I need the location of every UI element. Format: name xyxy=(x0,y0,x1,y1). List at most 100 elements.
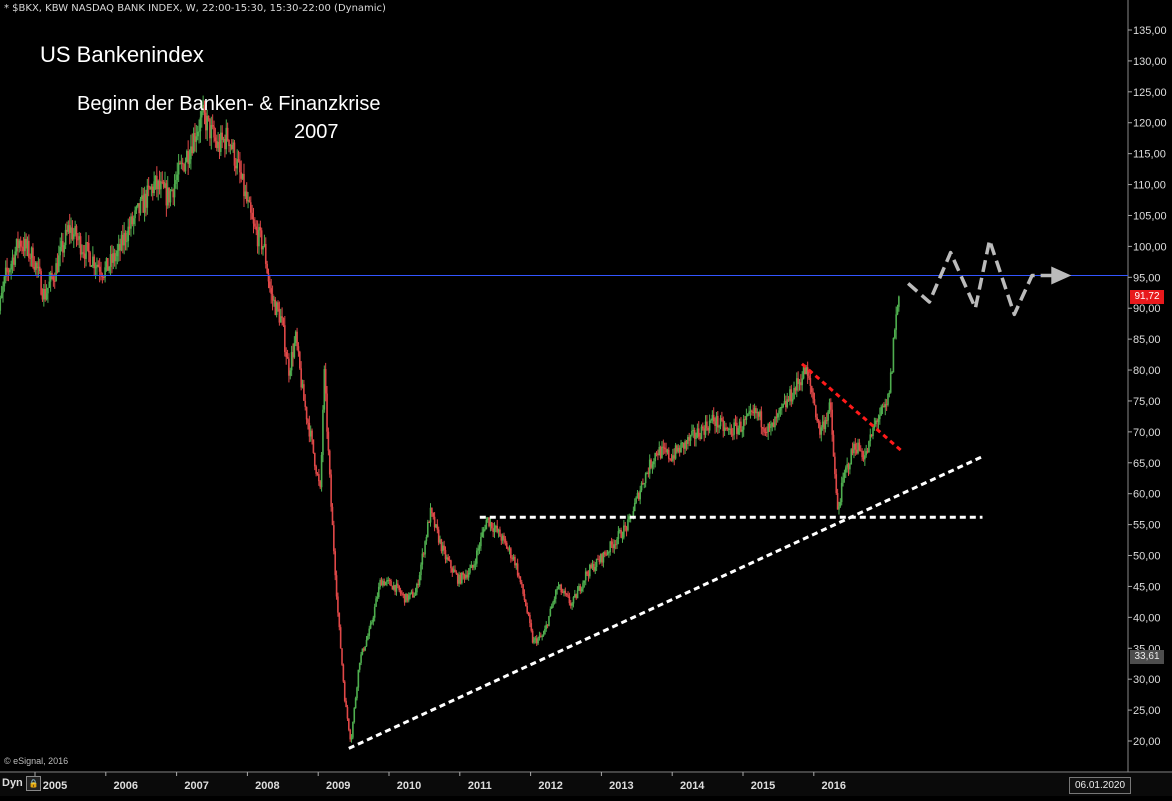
candle-body xyxy=(896,306,899,315)
candle-body xyxy=(386,580,388,583)
candle-body xyxy=(678,447,681,453)
candle-body xyxy=(123,232,125,246)
candle-body xyxy=(339,627,342,649)
candle-body xyxy=(669,458,671,460)
candle-body xyxy=(139,198,142,214)
candle-body xyxy=(767,423,769,433)
candle-body xyxy=(237,159,240,162)
candle-body xyxy=(207,115,210,119)
candle-body xyxy=(854,443,857,450)
candle-body xyxy=(674,445,677,459)
candle-body xyxy=(79,236,82,255)
candle-body xyxy=(746,414,749,416)
x-tick-label: 2016 xyxy=(822,780,846,792)
candle-body xyxy=(66,229,68,232)
candle-body xyxy=(576,590,579,599)
candle-body xyxy=(327,431,330,451)
candle-body xyxy=(296,331,298,347)
candle-body xyxy=(284,325,286,353)
candle-body xyxy=(343,681,346,701)
candle-body xyxy=(375,598,377,607)
y-tick-label: 45,00 xyxy=(1133,581,1161,593)
candle-body xyxy=(165,183,168,206)
candle-body xyxy=(752,411,754,414)
candle-body xyxy=(704,421,707,435)
candle-body xyxy=(763,428,765,432)
candle-body xyxy=(365,639,368,647)
candle-body xyxy=(859,450,862,452)
y-tick-label: 55,00 xyxy=(1133,520,1161,532)
candle-body xyxy=(135,206,138,211)
candle-body xyxy=(764,431,767,433)
candle-body xyxy=(18,240,21,248)
candle-body xyxy=(798,382,801,384)
candle-body xyxy=(843,472,846,478)
candle-body xyxy=(243,174,245,197)
candle-body xyxy=(714,421,716,426)
candle-body xyxy=(507,548,509,550)
candle-body xyxy=(59,246,61,256)
candle-body xyxy=(426,522,429,537)
candle-body xyxy=(19,240,22,247)
candle-body xyxy=(794,387,797,391)
candle-body xyxy=(150,186,153,190)
candle-body xyxy=(398,585,400,591)
candle-body xyxy=(228,140,230,147)
scale-lock-icon[interactable]: 🔒 xyxy=(26,776,41,791)
candle-body xyxy=(870,434,873,436)
candle-body xyxy=(29,257,32,259)
candle-body xyxy=(2,286,4,294)
candle-body xyxy=(122,234,124,246)
x-tick-label: 2011 xyxy=(468,780,492,792)
candle-body xyxy=(815,405,817,418)
candle-body xyxy=(522,584,524,594)
candle-body xyxy=(247,200,249,202)
candle-body xyxy=(583,580,586,583)
dynamic-mode-label[interactable]: Dyn xyxy=(2,777,23,789)
candle-body xyxy=(813,399,816,406)
x-tick-label: 2014 xyxy=(680,780,705,792)
x-tick-label: 2007 xyxy=(184,780,208,792)
candle-body xyxy=(851,449,854,454)
candle-body xyxy=(503,535,505,539)
y-tick-label: 20,00 xyxy=(1133,736,1161,748)
y-tick-label: 65,00 xyxy=(1133,458,1161,470)
candle-body xyxy=(364,646,366,651)
candle-body xyxy=(379,580,381,587)
candle-body xyxy=(248,200,251,203)
candle-body xyxy=(861,450,863,458)
candle-body xyxy=(658,447,661,456)
candle-body xyxy=(565,593,568,595)
candle-body xyxy=(33,266,36,270)
candle-body xyxy=(473,564,475,568)
candle-body xyxy=(28,240,30,258)
candle-body xyxy=(847,464,850,470)
candle-body xyxy=(421,553,424,565)
candle-body xyxy=(290,352,293,371)
candle-body xyxy=(877,419,880,422)
candle-body xyxy=(462,572,464,575)
candle-body xyxy=(614,544,617,546)
candle-body xyxy=(313,452,316,467)
candle-body xyxy=(218,141,221,152)
candle-body xyxy=(100,271,102,275)
candle-body xyxy=(782,403,784,408)
x-tick-label: 2015 xyxy=(751,780,775,792)
candle-body xyxy=(356,687,358,699)
candle-body xyxy=(209,118,211,139)
candle-body xyxy=(786,399,789,408)
candle-body xyxy=(606,552,609,555)
candle-body xyxy=(625,526,628,531)
candle-body xyxy=(895,314,897,330)
candle-body xyxy=(537,638,539,644)
candle-body xyxy=(647,472,650,474)
candle-body xyxy=(418,575,421,586)
candle-body xyxy=(11,257,14,264)
candle-body xyxy=(322,409,324,455)
candle-body xyxy=(484,529,486,531)
candle-body xyxy=(60,241,63,247)
candle-body xyxy=(601,554,603,563)
candle-body xyxy=(93,256,96,269)
